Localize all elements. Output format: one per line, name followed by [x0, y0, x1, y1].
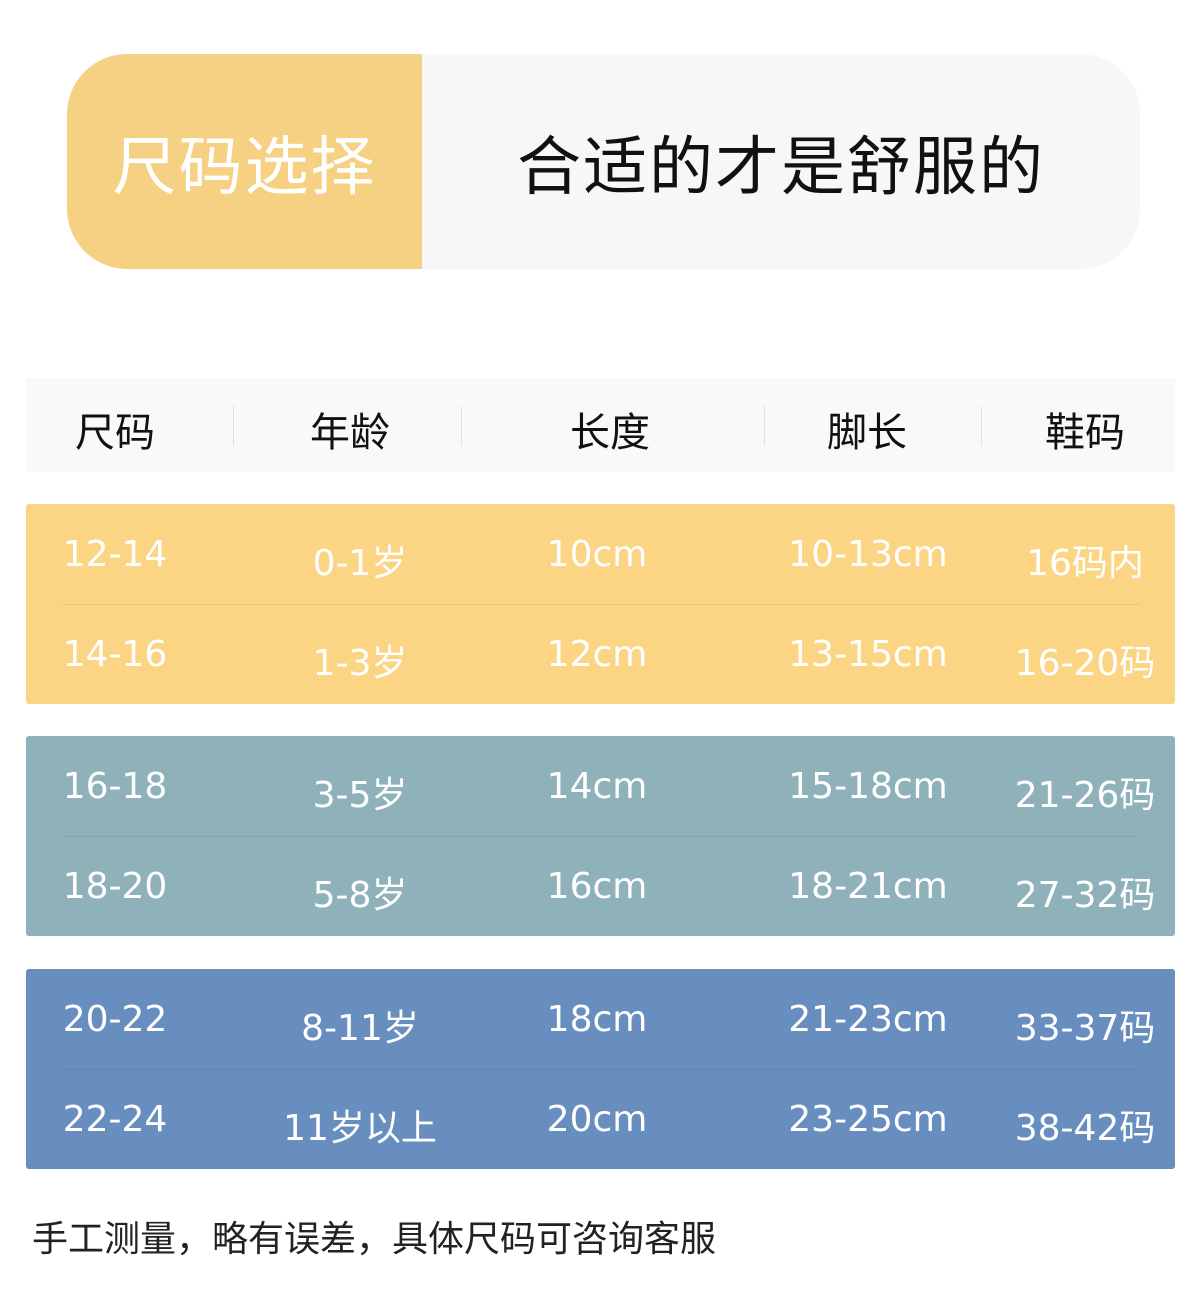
cell-foot-length: 15-18cm: [788, 766, 948, 807]
header-divider: [461, 406, 462, 446]
header-foot-length: 脚长: [827, 410, 907, 456]
cell-size: 18-20: [62, 866, 168, 907]
banner-title-right: 合适的才是舒服的: [517, 130, 1045, 205]
footer-note: 手工测量，略有误差，具体尺码可咨询客服: [32, 1219, 717, 1260]
cell-age: 8-11岁: [301, 1008, 419, 1049]
cell-length: 12cm: [546, 634, 648, 675]
cell-shoe-size: 21-26码: [1014, 775, 1156, 816]
cell-size: 12-14: [62, 534, 168, 575]
header-divider: [233, 406, 234, 446]
cell-age: 5-8岁: [312, 875, 408, 916]
header-length: 长度: [570, 410, 650, 456]
size-group: 16-18 3-5岁 14cm 15-18cm 21-26码 18-20 5-8岁 16cm 1…: [26, 736, 1175, 936]
cell-shoe-size: 33-37码: [1014, 1008, 1156, 1049]
cell-shoe-size: 38-42码: [1014, 1108, 1156, 1149]
table-row: 16-18 3-5岁 14cm 15-18cm 21-26码: [26, 736, 1175, 836]
cell-size: 20-22: [62, 999, 168, 1040]
table-row: 20-22 8-11岁 18cm 21-23cm 33-37码: [26, 969, 1175, 1069]
cell-age: 0-1岁: [312, 543, 408, 584]
cell-length: 18cm: [546, 999, 648, 1040]
cell-foot-length: 18-21cm: [788, 866, 948, 907]
header-age: 年龄: [310, 410, 390, 456]
cell-foot-length: 23-25cm: [788, 1099, 948, 1140]
header-divider: [981, 406, 982, 446]
cell-foot-length: 13-15cm: [788, 634, 948, 675]
cell-length: 16cm: [546, 866, 648, 907]
cell-length: 14cm: [546, 766, 648, 807]
cell-length: 20cm: [546, 1099, 648, 1140]
cell-foot-length: 21-23cm: [788, 999, 948, 1040]
row-divider: [61, 836, 1140, 837]
cell-age: 11岁以上: [283, 1108, 437, 1149]
header-shoe-size: 鞋码: [1045, 410, 1125, 456]
cell-foot-length: 10-13cm: [788, 534, 948, 575]
cell-size: 22-24: [62, 1099, 168, 1140]
cell-age: 1-3岁: [312, 643, 408, 684]
table-row: 18-20 5-8岁 16cm 18-21cm 27-32码: [26, 836, 1175, 936]
header-size: 尺码: [75, 410, 155, 456]
banner-title-left: 尺码选择: [67, 54, 422, 269]
cell-age: 3-5岁: [312, 775, 408, 816]
table-row: 22-24 11岁以上 20cm 23-25cm 38-42码: [26, 1069, 1175, 1169]
cell-shoe-size: 16-20码: [1014, 643, 1156, 684]
cell-length: 10cm: [546, 534, 648, 575]
row-divider: [61, 604, 1140, 605]
table-header: 尺码 年龄 长度 脚长 鞋码: [26, 378, 1175, 472]
row-divider: [61, 1069, 1140, 1070]
cell-shoe-size: 27-32码: [1014, 875, 1156, 916]
title-banner: 尺码选择 合适的才是舒服的: [67, 54, 1140, 269]
cell-size: 14-16: [62, 634, 168, 675]
header-divider: [764, 406, 765, 446]
table-row: 14-16 1-3岁 12cm 13-15cm 16-20码: [26, 604, 1175, 704]
table-row: 12-14 0-1岁 10cm 10-13cm 16码内: [26, 504, 1175, 604]
size-group: 12-14 0-1岁 10cm 10-13cm 16码内 14-16 1-3岁 12cm 13-…: [26, 504, 1175, 704]
size-group: 20-22 8-11岁 18cm 21-23cm 33-37码 22-24 11岁以上 20c…: [26, 969, 1175, 1169]
cell-size: 16-18: [62, 766, 168, 807]
cell-shoe-size: 16码内: [1026, 543, 1144, 584]
